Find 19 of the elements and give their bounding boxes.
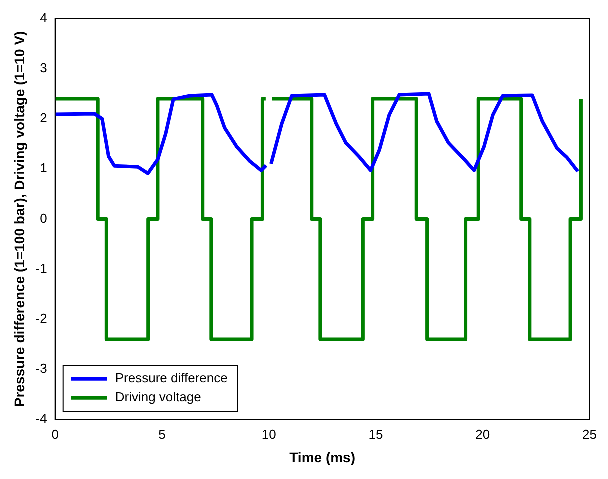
legend-label: Pressure difference — [115, 370, 228, 386]
x-tick-label: 10 — [262, 426, 276, 442]
x-tick-label: 15 — [368, 426, 384, 442]
y-axis-title: Pressure difference (1=100 bar), Driving voltage (1=10 V) — [11, 31, 28, 408]
x-axis-title: Time (ms) — [290, 449, 356, 466]
y-tick-label: 4 — [40, 10, 48, 26]
legend-label: Driving voltage — [115, 390, 202, 405]
y-tick-label: 0 — [40, 210, 48, 226]
y-tick-label: -2 — [36, 310, 48, 326]
x-tick-label: 5 — [158, 426, 166, 442]
x-tick-label: 20 — [476, 426, 490, 442]
y-tick-label: 1 — [40, 160, 48, 176]
x-tick-label: 25 — [582, 426, 598, 442]
y-tick-label: 3 — [40, 60, 48, 76]
y-tick-label: -4 — [36, 411, 48, 426]
y-tick-label: -1 — [36, 260, 48, 276]
y-tick-label: -3 — [36, 361, 48, 376]
x-tick-label: 0 — [52, 426, 59, 442]
y-tick-label: 2 — [40, 110, 48, 126]
